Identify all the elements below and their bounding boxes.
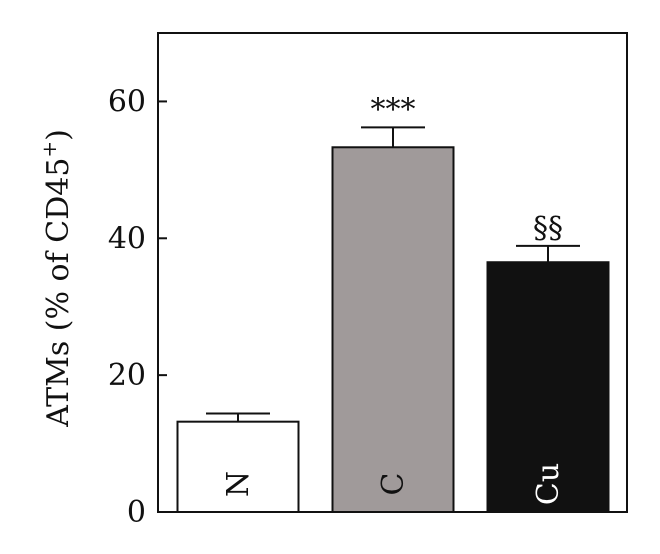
y-axis-label-close: ) — [41, 129, 76, 141]
y-axis-label: ATMs (% of CD45+) — [37, 129, 76, 428]
y-tick-label: 20 — [108, 358, 146, 393]
y-tick-label: 60 — [108, 84, 146, 119]
y-axis-label-superscript: + — [37, 141, 61, 158]
bar-label-n: N — [221, 471, 256, 497]
bar-label-c: C — [376, 473, 411, 496]
bar-n — [176, 420, 300, 513]
y-tick-label: 0 — [127, 495, 146, 530]
bar-label-cu: Cu — [531, 463, 566, 505]
bar-c — [331, 146, 455, 513]
significance-cu: §§ — [533, 211, 563, 246]
significance-c: *** — [371, 92, 416, 127]
bars: N C *** Cu §§ — [176, 92, 610, 513]
y-tick-label: 40 — [108, 221, 146, 256]
bar-cu — [486, 261, 610, 513]
